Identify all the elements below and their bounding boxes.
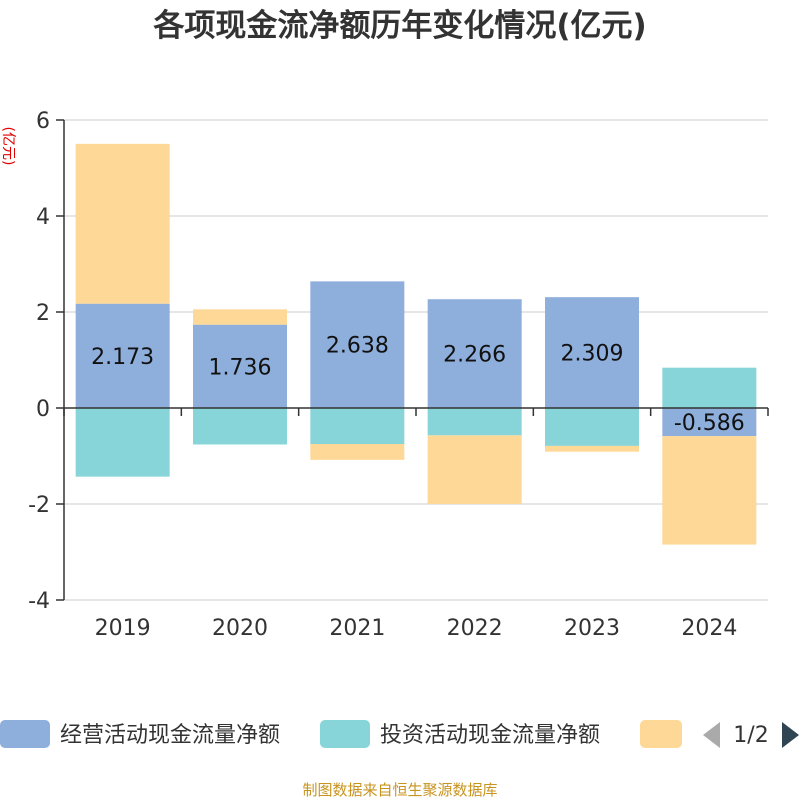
bar-series1-2019 [75,303,170,408]
bar-series3-2023 [545,445,639,452]
legend-page-indicator: 1/2 [733,723,768,748]
bar-series2-2020 [193,408,287,445]
data-label: -0.586 [674,411,745,436]
data-label: 1.736 [209,355,272,380]
bar-series2-2021 [310,408,405,444]
data-source-note: 制图数据来自恒生聚源数据库 [302,781,497,799]
legend-label-operating[interactable]: 经营活动现金流量净额 [60,723,280,748]
chart-title: 各项现金流净额历年变化情况(亿元) [152,8,646,44]
x-tick-label: 2019 [95,616,151,641]
bar-series2-2022 [427,408,522,436]
bar-series2-2023 [545,408,639,446]
y-tick-label: -2 [28,493,50,518]
legend-swatch-third[interactable] [640,720,682,748]
bar-series1-2021 [310,281,405,408]
y-tick-label: 4 [36,205,50,230]
legend: 经营活动现金流量净额 投资活动现金流量净额 1/2 [0,720,799,748]
bar-series1-2024 [662,408,757,437]
legend-label-investing[interactable]: 投资活动现金流量净额 [380,723,600,748]
y-axis-label: (亿元) [0,127,16,166]
bar-series3-2019 [75,143,170,304]
bar-series3-2022 [427,435,522,504]
axes: -4 -2 0 2 4 6 2019 2020 2021 2022 2023 2024 [28,109,769,641]
x-tick-label: 2024 [681,616,737,641]
data-label: 2.173 [91,345,154,370]
bar-series2-2019 [75,408,170,477]
data-labels: 2.173 1.736 2.638 2.266 2.309 -0.586 [91,334,745,436]
y-tick-label: 0 [36,397,50,422]
x-tick-label: 2022 [447,616,503,641]
y-tick-label: 6 [36,109,50,134]
bar-series3-2024 [662,436,757,545]
data-label: 2.266 [443,343,506,368]
data-label: 2.309 [561,342,624,367]
legend-next-arrow-icon[interactable] [782,722,799,748]
legend-prev-arrow-icon[interactable] [703,722,720,748]
x-tick-label: 2021 [329,616,385,641]
data-label: 2.638 [326,334,389,359]
x-tick-label: 2023 [564,616,620,641]
bar-series3-2020 [193,309,287,325]
bar-series1-2020 [193,324,287,408]
legend-swatch-investing[interactable] [320,720,370,748]
legend-swatch-operating[interactable] [0,720,50,748]
x-tick-label: 2020 [212,616,268,641]
y-tick-label: -4 [28,589,50,614]
bar-series3-2021 [310,444,405,460]
y-tick-label: 2 [36,301,50,326]
bar-series1-2023 [545,297,639,408]
bar-series2-2024 [662,367,757,408]
bar-series1-2022 [427,299,522,408]
bars [75,143,757,545]
